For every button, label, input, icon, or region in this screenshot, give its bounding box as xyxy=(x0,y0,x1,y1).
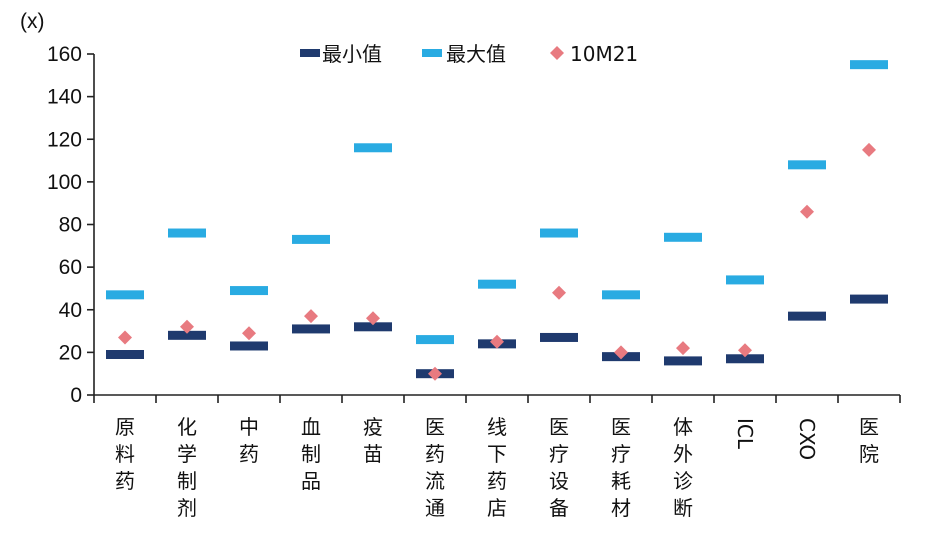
x-category-label: 医疗耗材 xyxy=(611,415,631,520)
point-10m21-12 xyxy=(862,142,876,157)
legend-label: 10M21 xyxy=(570,42,638,66)
point-10m21-3 xyxy=(304,309,318,324)
point-max-3 xyxy=(292,234,330,244)
y-tick-label: 40 xyxy=(59,299,82,322)
x-category-label: 线下药店 xyxy=(487,415,507,520)
y-tick-label: 60 xyxy=(59,256,82,279)
point-max-6 xyxy=(478,279,516,289)
point-min-10 xyxy=(726,354,764,364)
y-tick-label: 140 xyxy=(47,86,82,109)
x-category-label: 医疗设备 xyxy=(549,415,569,520)
point-min-3 xyxy=(292,324,330,334)
legend-label: 最大值 xyxy=(446,42,506,66)
point-10m21-8 xyxy=(614,345,628,360)
y-tick-label: 100 xyxy=(47,171,82,194)
x-category-label: 疫苗 xyxy=(363,415,383,466)
point-min-9 xyxy=(664,356,702,366)
point-max-1 xyxy=(168,228,206,238)
point-min-4 xyxy=(354,322,392,332)
point-max-5 xyxy=(416,335,454,345)
y-tick-label: 0 xyxy=(70,384,82,407)
point-10m21-10 xyxy=(738,343,752,358)
point-10m21-7 xyxy=(552,285,566,300)
point-10m21-1 xyxy=(180,319,194,334)
point-max-2 xyxy=(230,286,268,296)
x-category-label: 中药 xyxy=(239,415,259,466)
x-category-label: 原料药 xyxy=(115,415,135,493)
point-min-11 xyxy=(788,311,826,321)
x-category-label: ICL xyxy=(733,418,757,450)
point-max-11 xyxy=(788,160,826,170)
x-category-label: 血制品 xyxy=(301,415,321,493)
y-tick-label: 80 xyxy=(59,214,82,237)
point-min-2 xyxy=(230,341,268,351)
point-10m21-11 xyxy=(800,204,814,219)
y-axis-unit-label: (x) xyxy=(20,10,45,33)
legend-swatch-10m21 xyxy=(550,46,564,60)
point-10m21-0 xyxy=(118,330,132,345)
x-category-label: 医药流通 xyxy=(425,415,445,520)
point-10m21-4 xyxy=(366,311,380,326)
point-max-8 xyxy=(602,290,640,300)
x-category-label: 医院 xyxy=(859,415,879,466)
legend-label: 最小值 xyxy=(322,42,382,66)
point-max-12 xyxy=(850,60,888,70)
legend-swatch-min xyxy=(300,49,320,57)
y-tick-label: 160 xyxy=(47,43,82,66)
legend-swatch-max xyxy=(422,49,442,57)
point-max-0 xyxy=(106,290,144,300)
point-min-12 xyxy=(850,294,888,304)
point-10m21-9 xyxy=(676,341,690,356)
point-min-1 xyxy=(168,330,206,340)
point-10m21-6 xyxy=(490,334,504,349)
y-tick-label: 20 xyxy=(59,341,82,364)
point-max-7 xyxy=(540,228,578,238)
point-min-7 xyxy=(540,332,578,342)
point-10m21-2 xyxy=(242,326,256,341)
x-category-label: 化学制剂 xyxy=(177,415,197,520)
point-10m21-5 xyxy=(428,366,442,381)
point-max-9 xyxy=(664,232,702,242)
point-max-4 xyxy=(354,143,392,153)
point-min-0 xyxy=(106,350,144,360)
y-tick-label: 120 xyxy=(47,128,82,151)
x-category-label: 体外诊断 xyxy=(673,415,693,520)
x-category-label: CXO xyxy=(795,418,819,460)
point-max-10 xyxy=(726,275,764,285)
